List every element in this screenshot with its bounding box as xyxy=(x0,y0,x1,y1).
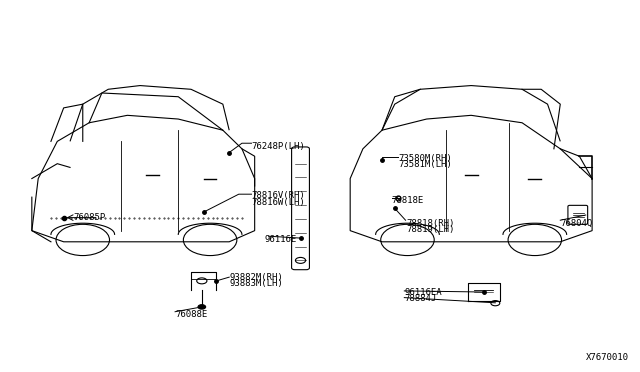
Text: 78816V(RH): 78816V(RH) xyxy=(252,191,305,200)
Text: 78819(LH): 78819(LH) xyxy=(406,225,454,234)
Text: 96116E: 96116E xyxy=(264,235,296,244)
Text: 73581M(LH): 73581M(LH) xyxy=(398,160,452,169)
Text: 78818(RH): 78818(RH) xyxy=(406,219,454,228)
Text: 93882M(RH): 93882M(RH) xyxy=(229,273,283,282)
Text: 93883M(LH): 93883M(LH) xyxy=(229,279,283,288)
Text: 76804Q: 76804Q xyxy=(560,219,593,228)
Text: 73580M(RH): 73580M(RH) xyxy=(398,154,452,163)
Text: X7670010: X7670010 xyxy=(586,353,628,362)
Text: 76085P: 76085P xyxy=(73,213,106,222)
Text: 78816W(LH): 78816W(LH) xyxy=(252,198,305,207)
Text: 78818E: 78818E xyxy=(392,196,424,205)
Text: 78884J: 78884J xyxy=(404,294,436,303)
Text: 76088E: 76088E xyxy=(175,310,207,319)
Text: 96116EA: 96116EA xyxy=(404,288,442,296)
Circle shape xyxy=(198,305,205,309)
Text: 76248P(LH): 76248P(LH) xyxy=(252,142,305,151)
